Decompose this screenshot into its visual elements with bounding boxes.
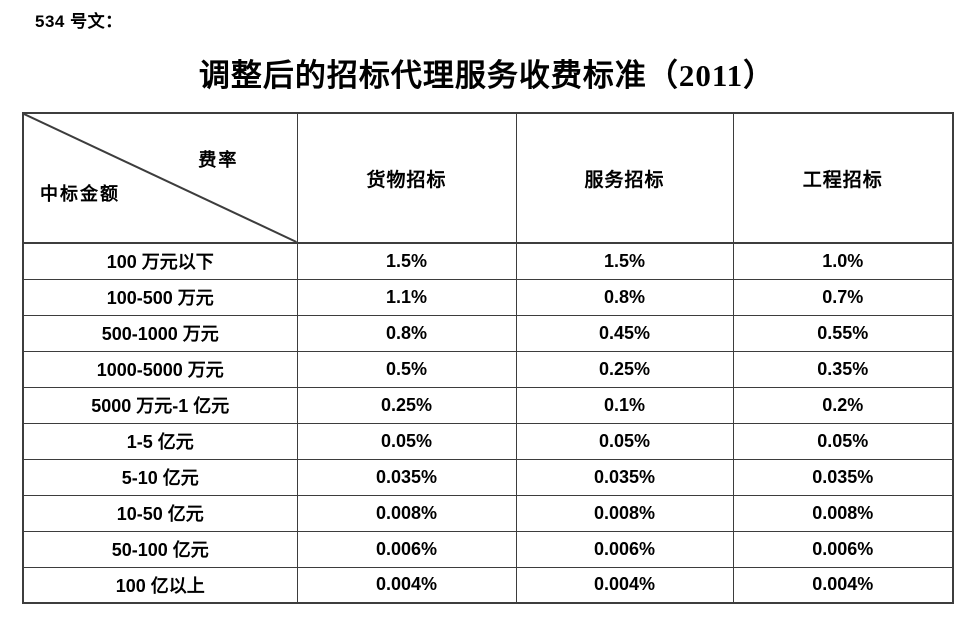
amount-range-cell: 1-5 亿元 <box>22 422 298 460</box>
rate-cell: 0.004% <box>732 566 954 604</box>
rate-cell: 1.5% <box>515 242 734 280</box>
rate-cell: 0.2% <box>732 386 954 424</box>
rate-cell: 0.55% <box>732 314 954 352</box>
doc-number: 534 号文： <box>35 12 123 31</box>
table-row: 500-1000 万元 0.8% 0.45% 0.55% <box>22 314 954 352</box>
rate-cell: 0.1% <box>515 386 734 424</box>
rate-cell: 0.45% <box>515 314 734 352</box>
rate-cell: 0.8% <box>296 314 517 352</box>
amount-range-cell: 100 万元以下 <box>22 242 298 280</box>
rate-cell: 0.006% <box>515 530 734 568</box>
rate-cell: 1.1% <box>296 278 517 316</box>
title-container: 调整后的招标代理服务收费标准（2011） <box>22 50 952 95</box>
amount-range-cell: 100 亿以上 <box>22 566 298 604</box>
table-row: 50-100 亿元 0.006% 0.006% 0.006% <box>22 530 954 568</box>
corner-label-amount: 中标金额 <box>40 184 120 204</box>
table-row: 100-500 万元 1.1% 0.8% 0.7% <box>22 278 954 316</box>
rate-cell: 0.008% <box>296 494 517 532</box>
rate-cell: 0.035% <box>515 458 734 496</box>
rate-cell: 0.05% <box>515 422 734 460</box>
table-header-row: 费率 中标金额 货物招标 服务招标 工程招标 <box>22 112 954 244</box>
page-title: 调整后的招标代理服务收费标准（2011） <box>198 58 776 93</box>
rate-cell: 0.004% <box>296 566 517 604</box>
fee-rate-table: 费率 中标金额 货物招标 服务招标 工程招标 100 万元以下 1.5% 1.5… <box>22 112 954 604</box>
rate-cell: 0.35% <box>732 350 954 388</box>
table-row: 5000 万元-1 亿元 0.25% 0.1% 0.2% <box>22 386 954 424</box>
table-row: 5-10 亿元 0.035% 0.035% 0.035% <box>22 458 954 496</box>
rate-cell: 0.7% <box>732 278 954 316</box>
rate-cell: 0.05% <box>296 422 517 460</box>
rate-cell: 0.008% <box>732 494 954 532</box>
table-row: 1000-5000 万元 0.5% 0.25% 0.35% <box>22 350 954 388</box>
rate-cell: 0.006% <box>296 530 517 568</box>
rate-cell: 1.5% <box>296 242 517 280</box>
col-header-service: 服务招标 <box>515 112 734 244</box>
amount-range-cell: 10-50 亿元 <box>22 494 298 532</box>
rate-cell: 0.25% <box>515 350 734 388</box>
amount-range-cell: 50-100 亿元 <box>22 530 298 568</box>
amount-range-cell: 1000-5000 万元 <box>22 350 298 388</box>
rate-cell: 0.008% <box>515 494 734 532</box>
table-row: 10-50 亿元 0.008% 0.008% 0.008% <box>22 494 954 532</box>
col-header-goods: 货物招标 <box>296 112 517 244</box>
rate-cell: 0.035% <box>296 458 517 496</box>
rate-cell: 0.8% <box>515 278 734 316</box>
rate-cell: 0.004% <box>515 566 734 604</box>
table-row: 100 万元以下 1.5% 1.5% 1.0% <box>22 242 954 280</box>
amount-range-cell: 5000 万元-1 亿元 <box>22 386 298 424</box>
diagonal-divider-line <box>24 114 296 241</box>
rate-cell: 0.25% <box>296 386 517 424</box>
amount-range-cell: 5-10 亿元 <box>22 458 298 496</box>
rate-cell: 0.05% <box>732 422 954 460</box>
table-row: 1-5 亿元 0.05% 0.05% 0.05% <box>22 422 954 460</box>
rate-cell: 0.5% <box>296 350 517 388</box>
table-row: 100 亿以上 0.004% 0.004% 0.004% <box>22 566 954 604</box>
rate-cell: 0.006% <box>732 530 954 568</box>
amount-range-cell: 500-1000 万元 <box>22 314 298 352</box>
amount-range-cell: 100-500 万元 <box>22 278 298 316</box>
rate-cell: 0.035% <box>732 458 954 496</box>
rate-cell: 1.0% <box>732 242 954 280</box>
corner-label-rate: 费率 <box>198 150 239 170</box>
col-header-engineering: 工程招标 <box>732 112 954 244</box>
corner-header-cell: 费率 中标金额 <box>22 112 298 244</box>
